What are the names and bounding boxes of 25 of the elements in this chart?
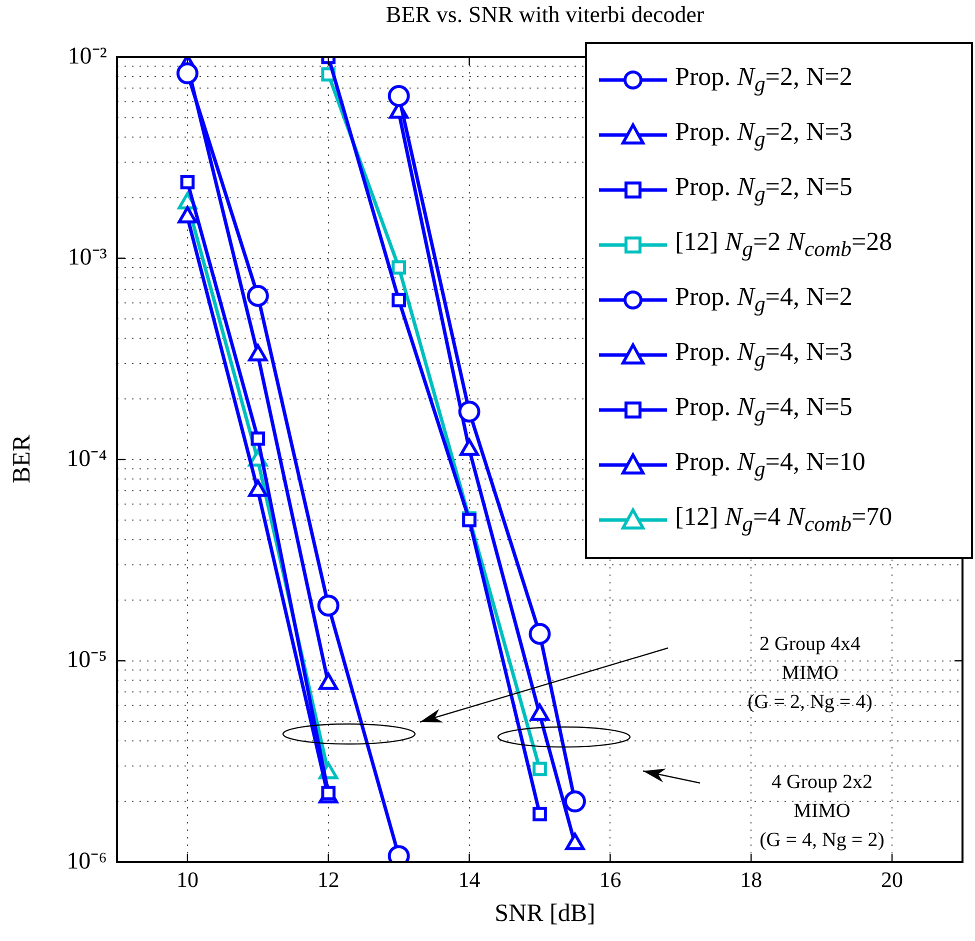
y-tick-label: 10⁻⁵: [66, 647, 107, 674]
y-tick-label: 10⁻²: [68, 43, 107, 70]
x-tick-label: 16: [599, 866, 622, 892]
x-tick-label: 10: [176, 866, 198, 892]
x-tick-label: 18: [740, 866, 762, 892]
x-axis-title: SNR [dB]: [494, 900, 596, 928]
chart-title: BER vs. SNR with viterbi decoder: [384, 2, 706, 28]
legend-label: Prop. N$_{g}$=4, N=3: [675, 336, 852, 372]
legend-label: Prop. N$_{g}$=2, N=3: [675, 116, 852, 152]
y-tick-label: 10⁻⁴: [66, 446, 107, 472]
x-tick-label: 14: [458, 866, 480, 892]
legend-label: Prop. N$_{g}$=4, N=10: [675, 446, 866, 482]
legend-label: Prop. N$_{g}$=2, N=5: [675, 172, 852, 208]
annotation: 2 Group 4x4 MIMO (G = 2, Ng = 4): [746, 632, 874, 715]
legend-label: [12] N$_{g}$=4 N$_{comb}$=70: [675, 502, 892, 538]
legend-label: Prop. N$_{g}$=2, N=2: [675, 62, 852, 98]
x-tick-label: 12: [317, 866, 340, 892]
x-tick-label: 20: [881, 866, 904, 892]
y-tick-label: 10⁻³: [68, 244, 107, 271]
legend-label: Prop. N$_{g}$=4, N=5: [675, 392, 852, 428]
annotation: 4 Group 2x2 MIMO (G = 4, Ng = 2): [758, 770, 886, 853]
legend-label: [12] N$_{g}$=2 N$_{comb}$=28: [675, 226, 892, 262]
legend-label: Prop. N$_{g}$=4, N=2: [675, 282, 852, 318]
y-axis-title: BER: [8, 434, 36, 484]
y-tick-label: 10⁻⁶: [66, 848, 107, 874]
